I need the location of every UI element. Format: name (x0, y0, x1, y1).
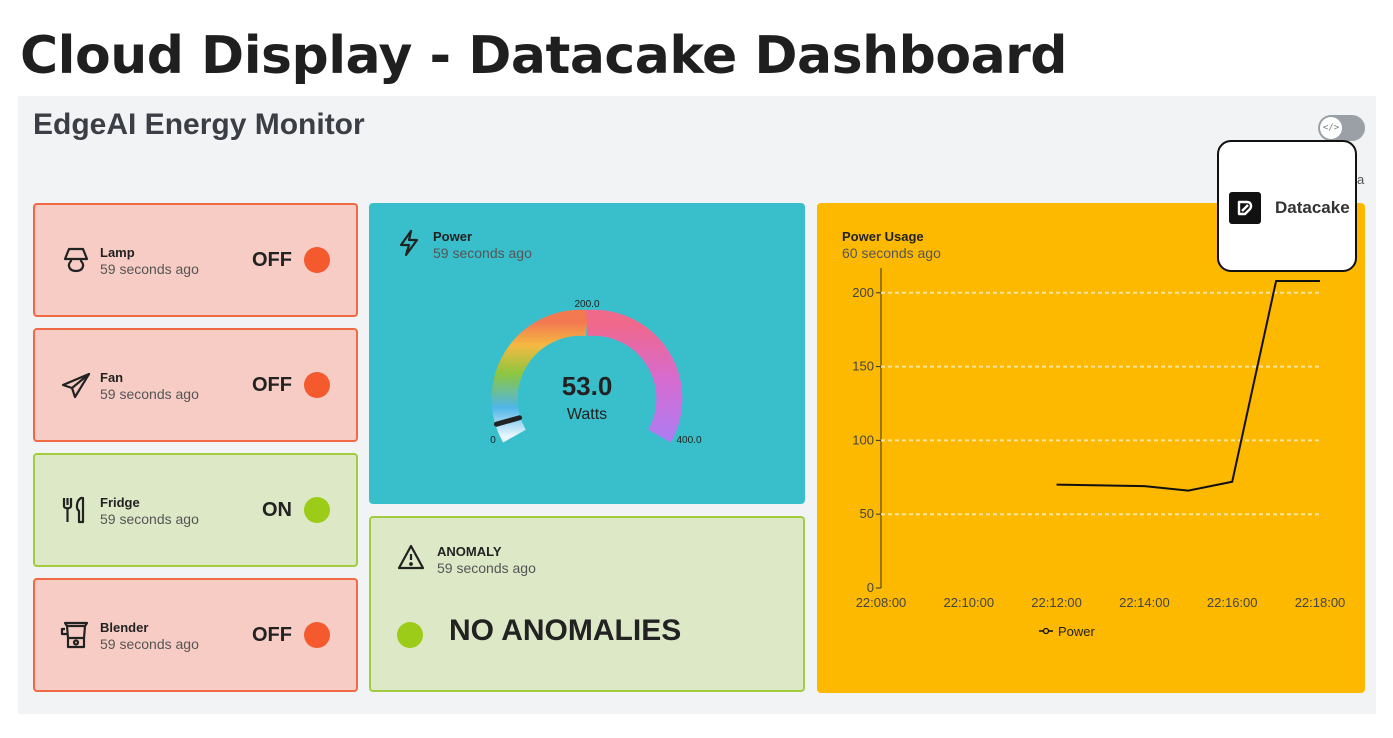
power-card[interactable]: Power 59 seconds ago 200. (369, 203, 805, 504)
legend-label: Power (1058, 624, 1096, 639)
x-tick-label: 22:10:00 (943, 595, 994, 610)
device-state: OFF (252, 249, 292, 271)
y-tick-label: 100 (852, 432, 874, 447)
device-card-blender[interactable]: Blender 59 seconds ago OFF (33, 578, 358, 692)
dashboard-title: EdgeAI Energy Monitor (33, 108, 365, 141)
power-time: 59 seconds ago (433, 245, 532, 261)
device-time: 59 seconds ago (100, 511, 199, 527)
gauge-max-label: 400.0 (676, 435, 701, 446)
series-line-power (1056, 279, 1320, 492)
y-tick-label: 50 (860, 506, 874, 521)
x-tick-label: 22:08:00 (856, 595, 907, 610)
usage-time: 60 seconds ago (842, 245, 941, 261)
device-time: 59 seconds ago (100, 636, 199, 652)
device-name: Fridge (100, 495, 140, 510)
slide-title: Cloud Display - Datacake Dashboard (20, 26, 1068, 86)
x-tick-label: 22:14:00 (1119, 595, 1170, 610)
device-time: 59 seconds ago (100, 386, 199, 402)
power-title: Power (433, 229, 473, 244)
blender-icon (60, 621, 89, 649)
anomaly-status: NO ANOMALIES (449, 614, 682, 647)
power-usage-chart: 0 50 100 150 200 22:08:00 22:10:00 22:12:00 22:1… (852, 268, 1346, 639)
code-toggle[interactable]: </> (1318, 115, 1365, 141)
device-state: OFF (252, 374, 292, 396)
anomaly-title: ANOMALY (437, 544, 502, 559)
gauge-needle (493, 415, 523, 427)
legend-marker-dot (1042, 627, 1050, 635)
usage-title: Power Usage (842, 229, 924, 244)
device-name: Fan (100, 370, 124, 385)
gauge-unit: Watts (567, 406, 607, 423)
x-tick-label: 22:16:00 (1207, 595, 1258, 610)
device-card-lamp[interactable]: Lamp 59 seconds ago OFF (33, 203, 358, 317)
gauge-value: 53.0 (562, 371, 613, 401)
lamp-icon (63, 247, 89, 273)
device-name: Lamp (100, 245, 135, 260)
anomaly-time: 59 seconds ago (437, 560, 536, 576)
dashboard: EdgeAI Energy Monitor </> a Lamp 59 seco… (18, 96, 1376, 714)
device-time: 59 seconds ago (100, 261, 199, 277)
datacake-label: Datacake (1275, 198, 1350, 217)
power-usage-card[interactable]: Power Usage 60 seconds ago 0 50 100 150 200 2… (817, 203, 1365, 693)
status-dot (304, 497, 330, 523)
datacake-logo-icon (1229, 192, 1261, 224)
device-state: OFF (252, 624, 292, 646)
gauge-mid-label: 200.0 (574, 299, 599, 310)
anomaly-status-dot (397, 622, 423, 648)
lightning-icon (399, 229, 419, 257)
cutlery-icon (62, 496, 85, 524)
gauge-min-label: 0 (490, 435, 496, 446)
status-dot (304, 622, 330, 648)
status-dot (304, 247, 330, 273)
x-tick-label: 22:18:00 (1295, 595, 1346, 610)
device-name: Blender (100, 620, 149, 635)
device-state: ON (262, 499, 292, 521)
datacake-popup[interactable]: Datacake (1217, 140, 1357, 272)
device-card-fan[interactable]: Fan 59 seconds ago OFF (33, 328, 358, 442)
anomaly-card[interactable]: ANOMALY 59 seconds ago NO ANOMALIES (369, 516, 805, 692)
y-tick-label: 0 (867, 580, 874, 595)
paper-plane-icon (61, 372, 91, 399)
x-tick-label: 22:12:00 (1031, 595, 1082, 610)
code-icon: </> (1320, 117, 1342, 139)
clipped-label: a (1357, 172, 1365, 187)
power-gauge: 200.0 0 400.0 53.0 Watts (490, 299, 702, 446)
y-tick-label: 200 (852, 285, 874, 300)
y-tick-label: 150 (852, 359, 874, 374)
device-card-fridge[interactable]: Fridge 59 seconds ago ON (33, 453, 358, 567)
status-dot (304, 372, 330, 398)
warning-icon (397, 544, 425, 570)
